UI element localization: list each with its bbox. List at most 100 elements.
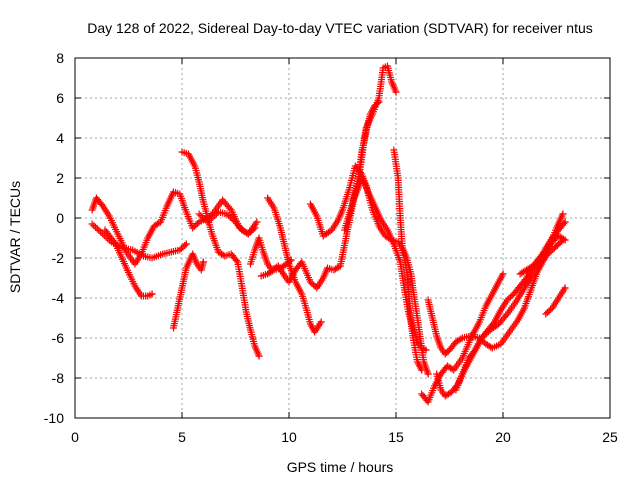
data-point — [268, 267, 276, 275]
data-point — [228, 215, 236, 223]
data-series-track-4 — [169, 250, 207, 332]
data-series-track-12 — [349, 174, 432, 378]
data-point — [448, 365, 456, 373]
data-series-track-3 — [101, 226, 156, 300]
data-point — [286, 257, 294, 265]
data-point — [505, 295, 513, 302]
x-tick-label: 25 — [602, 429, 618, 445]
data-point — [561, 284, 569, 292]
data-point — [559, 235, 567, 243]
data-series-track-18 — [516, 218, 569, 278]
data-layer — [88, 62, 569, 406]
data-point — [326, 227, 334, 235]
data-series-track-19 — [542, 284, 569, 318]
data-point — [457, 335, 465, 343]
data-point — [418, 366, 426, 374]
data-point — [181, 242, 189, 249]
data-point — [244, 230, 252, 238]
data-point — [248, 227, 256, 235]
data-series-track-10 — [306, 162, 430, 354]
data-point — [90, 222, 98, 230]
data-point — [199, 258, 207, 266]
data-point — [92, 223, 100, 231]
data-point — [232, 256, 240, 264]
y-tick-label: -6 — [52, 330, 65, 346]
data-point — [543, 309, 551, 316]
data-point — [561, 236, 569, 244]
y-tick-label: -8 — [52, 370, 65, 386]
data-point — [246, 229, 254, 236]
data-point — [317, 318, 325, 326]
data-series-track-6 — [195, 208, 259, 238]
data-point — [308, 280, 316, 287]
data-point — [561, 218, 569, 226]
data-point — [223, 210, 231, 218]
data-series-track-16 — [418, 270, 507, 406]
data-point — [489, 320, 497, 328]
data-point — [255, 352, 263, 360]
data-series-track-2 — [88, 220, 190, 262]
y-tick-label: 2 — [56, 170, 64, 186]
data-point — [197, 212, 205, 220]
data-point — [182, 240, 190, 248]
data-point — [179, 243, 187, 251]
y-tick-label: -2 — [52, 250, 65, 266]
data-point — [386, 235, 394, 243]
y-tick-label: 4 — [56, 130, 64, 146]
data-point — [375, 98, 383, 106]
data-point — [547, 247, 555, 255]
data-point — [373, 99, 381, 107]
data-point — [545, 307, 553, 315]
data-point — [176, 246, 184, 254]
data-point — [392, 88, 400, 96]
data-point — [226, 204, 234, 212]
data-point — [470, 348, 478, 356]
y-tick-label: 0 — [56, 210, 64, 226]
data-point — [177, 245, 185, 252]
data-point — [424, 370, 432, 378]
data-point — [194, 220, 202, 227]
x-tick-label: 0 — [71, 429, 79, 445]
data-point — [306, 278, 314, 286]
data-point — [199, 213, 207, 221]
data-point — [560, 220, 568, 228]
data-series-track-13 — [390, 146, 426, 374]
data-series-track-8 — [264, 194, 325, 336]
data-series-track-7 — [246, 62, 400, 292]
data-point — [225, 212, 233, 220]
data-point — [542, 310, 550, 318]
data-point — [310, 281, 318, 289]
data-point — [148, 290, 156, 298]
y-tick-label: -4 — [52, 290, 65, 306]
axes: 0 5 10 15 20 25 -10 -8 -6 -4 -2 0 2 4 6 8 — [44, 50, 618, 445]
data-point — [251, 224, 259, 232]
chart-title: Day 128 of 2022, Sidereal Day-to-day VTE… — [87, 20, 593, 36]
x-tick-label: 20 — [495, 429, 511, 445]
data-point — [88, 220, 96, 228]
y-tick-label: 6 — [56, 90, 64, 106]
data-point — [502, 312, 510, 320]
data-point — [230, 216, 238, 224]
y-tick-label: -10 — [44, 410, 64, 426]
plot-frame — [74, 57, 611, 419]
data-point — [98, 200, 106, 208]
data-point — [559, 210, 567, 218]
data-point — [506, 293, 514, 301]
data-point — [226, 213, 234, 221]
y-tick-label: 8 — [56, 50, 64, 66]
data-point — [190, 223, 198, 230]
data-point — [287, 256, 295, 264]
data-point — [253, 218, 261, 226]
y-axis-label: SDTVAR / TECUs — [7, 181, 23, 293]
data-point — [503, 296, 511, 304]
x-axis-label: GPS time / hours — [287, 459, 394, 475]
x-tick-label: 15 — [388, 429, 404, 445]
data-series-track-9 — [257, 256, 295, 280]
data-point — [93, 225, 101, 233]
data-point — [192, 221, 200, 229]
data-point — [521, 276, 529, 284]
data-point — [189, 224, 197, 232]
data-point — [499, 270, 507, 278]
data-point — [200, 215, 208, 223]
